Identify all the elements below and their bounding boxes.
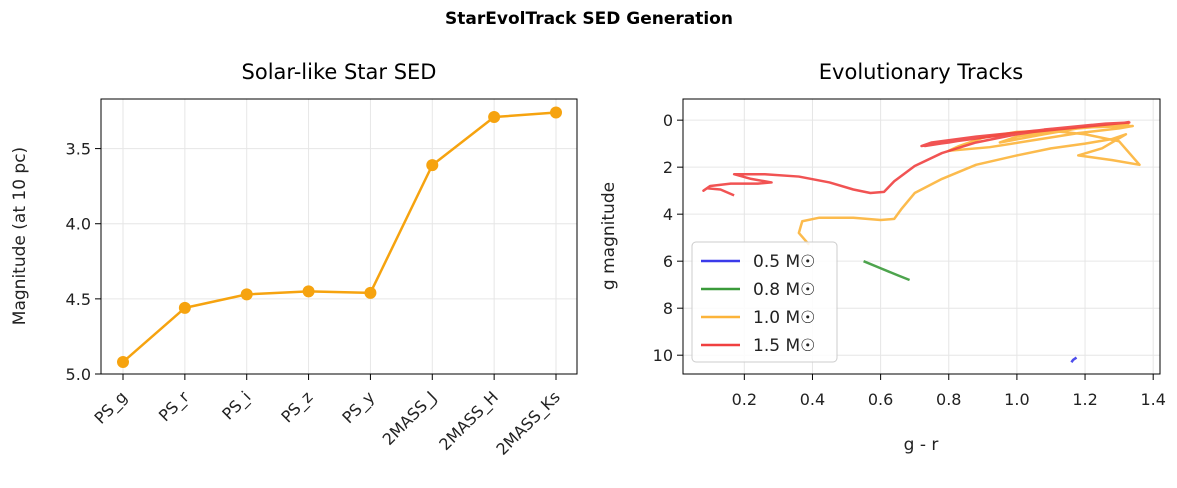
sed-y-axis-label: Magnitude (at 10 pc) — [10, 147, 30, 325]
sed-plot-frame — [100, 98, 578, 375]
sed-x-tick-label: PS_r — [155, 387, 194, 426]
tracks-y-tick-label: 10 — [653, 346, 673, 365]
tracks-y-ticks: 0 2 4 6 8 10 — [653, 111, 683, 365]
tracks-x-tick-label: 0.8 — [936, 390, 961, 409]
tracks-series-line — [1070, 356, 1078, 363]
sed-y-tick-label: 4.0 — [66, 215, 91, 234]
tracks-x-tick-label: 0.6 — [868, 390, 893, 409]
tracks-y-tick-label: 4 — [663, 205, 673, 224]
tracks-x-tick-label: 0.4 — [800, 390, 825, 409]
tracks-y-tick-label: 2 — [663, 158, 673, 177]
sed-title: Solar-like Star SED — [242, 60, 437, 84]
tracks-plot-frame — [682, 98, 1161, 375]
sed-data-marks — [117, 106, 562, 368]
sed-data-point — [426, 159, 439, 172]
tracks-series-line — [863, 260, 911, 282]
sed-x-tick-label: PS_z — [277, 387, 317, 427]
tracks-panel: Evolutionary Tracks 0 2 4 6 8 10 0.2 0.4 0.6 0.8… — [599, 60, 1166, 455]
sed-data-point — [178, 301, 191, 314]
tracks-series-line — [797, 122, 1141, 246]
tracks-legend-label: 0.5 M☉ — [753, 252, 815, 272]
tracks-legend-label: 0.8 M☉ — [753, 280, 815, 300]
tracks-legend-box — [691, 241, 838, 363]
sed-grid — [101, 99, 577, 375]
tracks-x-tick-label: 1.4 — [1140, 390, 1165, 409]
sed-data-point — [364, 286, 377, 299]
tracks-legend-label: 1.0 M☉ — [753, 308, 815, 328]
sed-y-tick-label: 4.5 — [66, 290, 91, 309]
tracks-x-tick-label: 0.2 — [732, 390, 757, 409]
sed-panel: Solar-like Star SED 3.5 4.0 4.5 5.0 PS_g PS_… — [10, 60, 578, 460]
sed-y-tick-label: 5.0 — [66, 365, 91, 384]
sed-x-tick-label: PS_y — [338, 387, 379, 428]
figure-suptitle: StarEvolTrack SED Generation — [445, 9, 733, 29]
tracks-title: Evolutionary Tracks — [819, 60, 1023, 84]
sed-y-ticks: 3.5 4.0 4.5 5.0 — [66, 140, 101, 384]
tracks-x-axis-label: g - r — [904, 435, 939, 455]
sed-x-tick-label: PS_g — [91, 387, 132, 428]
tracks-y-tick-label: 8 — [663, 299, 673, 318]
tracks-x-tick-label: 1.0 — [1004, 390, 1029, 409]
sed-x-tick-label: PS_i — [218, 387, 255, 424]
sed-data-point — [488, 111, 501, 124]
sed-data-point — [117, 355, 129, 368]
sed-series-line — [122, 111, 557, 363]
sed-x-ticks: PS_g PS_r PS_i PS_z PS_y 2MASS_J2MASS_H2MASS_… — [91, 374, 565, 460]
sed-x-tick-label: 2MASS_J — [379, 387, 441, 449]
sed-x-tick-label: 2MASS_Ks — [492, 387, 564, 459]
tracks-y-tick-label: 6 — [663, 252, 673, 271]
sed-data-point — [302, 285, 315, 298]
tracks-y-tick-label: 0 — [663, 111, 673, 130]
tracks-legend-label: 1.5 M☉ — [753, 336, 815, 356]
sed-y-tick-label: 3.5 — [66, 140, 91, 159]
sed-data-point — [550, 106, 562, 119]
tracks-series-line — [702, 120, 1131, 197]
tracks-series-lines — [702, 120, 1141, 363]
tracks-x-ticks: 0.2 0.4 0.6 0.8 1.0 1.2 1.4 — [732, 374, 1166, 409]
tracks-legend: 0.5 M☉ 0.8 M☉ 1.0 M☉ 1.5 M☉ — [691, 241, 838, 363]
tracks-y-axis-label: g magnitude — [599, 182, 619, 290]
sed-data-point — [240, 288, 253, 301]
tracks-x-tick-label: 1.2 — [1072, 390, 1097, 409]
